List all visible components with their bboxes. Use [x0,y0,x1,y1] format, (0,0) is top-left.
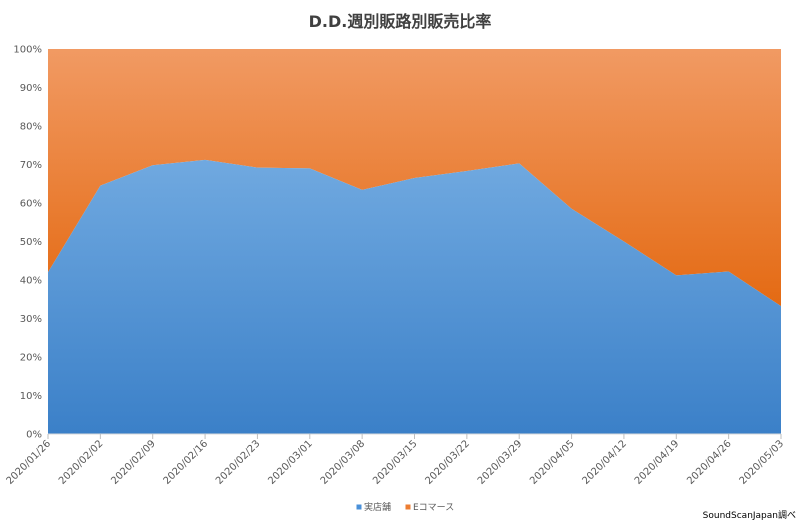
area-series-1 [48,49,781,307]
x-tick-label: 2020/03/01 [266,438,315,487]
y-tick-label: 50% [20,237,42,248]
x-tick-label: 2020/04/05 [528,438,577,487]
y-axis-ticks: 0% 10% 20% 30% 40% 50% 60% 70% 80% 90% 100% [13,45,42,441]
x-tick-label: 2020/02/16 [162,438,211,487]
source-note: SoundScanJapan調べ [703,509,796,521]
x-tick-label: 2020/03/15 [371,438,420,487]
legend: 実店舗 Eコマース [356,501,454,513]
y-tick-label: 10% [20,391,42,402]
y-tick-label: 70% [20,160,42,171]
y-tick-label: 20% [20,353,42,364]
x-tick-label: 2020/02/09 [109,438,158,487]
x-tick-label: 2020/02/02 [57,438,106,487]
y-tick-label: 0% [26,430,42,441]
legend-swatch-series-1 [405,504,411,510]
y-tick-label: 80% [20,122,42,133]
legend-swatch-series-0 [356,504,362,510]
x-tick-label: 2020/03/08 [319,438,368,487]
legend-label-series-0: 実店舗 [364,501,391,513]
x-tick-label: 2020/05/03 [738,438,787,487]
x-tick-label: 2020/01/26 [5,438,54,487]
plot-area [48,49,781,435]
y-tick-label: 40% [20,276,42,287]
x-tick-label: 2020/04/26 [685,438,734,487]
x-tick-label: 2020/03/29 [476,438,525,487]
area-series-0 [48,159,781,434]
chart-title: D.D.週別販路別販売比率 [309,12,492,31]
x-tick-label: 2020/04/12 [581,438,630,487]
x-tick-label: 2020/03/22 [423,438,472,487]
y-tick-label: 90% [20,83,42,94]
x-tick-label: 2020/02/23 [214,438,263,487]
y-tick-label: 30% [20,314,42,325]
legend-label-series-1: Eコマース [413,503,454,513]
y-tick-label: 100% [13,45,42,56]
x-axis-ticks: 2020/01/26 2020/02/02 2020/02/09 2020/02/16… [5,434,787,487]
x-tick-label: 2020/04/19 [633,438,682,487]
y-tick-label: 60% [20,199,42,210]
